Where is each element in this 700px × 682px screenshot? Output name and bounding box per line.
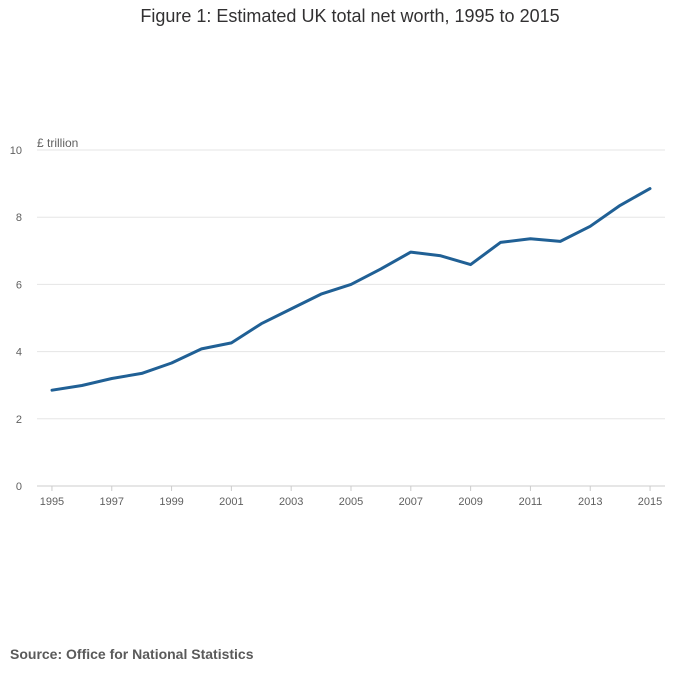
data-point[interactable] <box>315 288 327 300</box>
y-tick-label: 0 <box>16 481 22 493</box>
y-tick-label: 6 <box>16 279 22 291</box>
y-tick-label: 8 <box>16 212 22 224</box>
data-point[interactable] <box>255 318 267 330</box>
gridlines <box>37 149 665 487</box>
data-point[interactable] <box>524 233 536 245</box>
y-tick-label: 10 <box>10 145 22 157</box>
source-note: Source: Office for National Statistics <box>10 646 254 662</box>
data-point[interactable] <box>405 246 417 258</box>
x-tick-label: 2013 <box>578 496 602 508</box>
x-tick-label: 2007 <box>399 496 423 508</box>
data-point[interactable] <box>166 357 178 369</box>
line-chart: 0 2 4 6 8 10 1995 1997 1999 2001 2003 2005 2007 2009… <box>10 136 665 508</box>
data-point[interactable] <box>465 259 477 271</box>
data-point[interactable] <box>46 384 58 396</box>
x-tick-label: 2009 <box>458 496 482 508</box>
data-point[interactable] <box>195 343 207 355</box>
data-point[interactable] <box>614 199 626 211</box>
x-tick-label: 1997 <box>100 496 124 508</box>
data-point[interactable] <box>136 367 148 379</box>
data-point[interactable] <box>435 250 447 262</box>
data-point[interactable] <box>345 278 357 290</box>
y-tick-label: 4 <box>16 347 22 359</box>
data-point[interactable] <box>495 236 507 248</box>
data-point[interactable] <box>106 372 118 384</box>
x-tick-label: 2003 <box>279 496 303 508</box>
x-tick-label: 1995 <box>40 496 64 508</box>
x-tick-label: 2005 <box>339 496 363 508</box>
data-point[interactable] <box>225 337 237 349</box>
data-point[interactable] <box>375 263 387 275</box>
series-line <box>50 187 652 392</box>
y-axis: 0 2 4 6 8 10 <box>10 145 22 493</box>
data-point[interactable] <box>584 220 596 232</box>
y-tick-label: 2 <box>16 414 22 426</box>
x-axis: 1995 1997 1999 2001 2003 2005 2007 2009 2011 2013… <box>40 486 662 508</box>
x-tick-label: 2001 <box>219 496 243 508</box>
data-point[interactable] <box>554 235 566 247</box>
data-point[interactable] <box>285 303 297 315</box>
chart-title: Figure 1: Estimated UK total net worth, … <box>140 6 560 26</box>
x-tick-label: 2011 <box>519 496 543 508</box>
x-tick-label: 1999 <box>159 496 183 508</box>
data-point[interactable] <box>644 183 656 195</box>
y-axis-unit-label: £ trillion <box>37 136 78 150</box>
data-point[interactable] <box>76 380 88 392</box>
series-layer <box>46 183 656 396</box>
x-tick-label: 2015 <box>638 496 662 508</box>
